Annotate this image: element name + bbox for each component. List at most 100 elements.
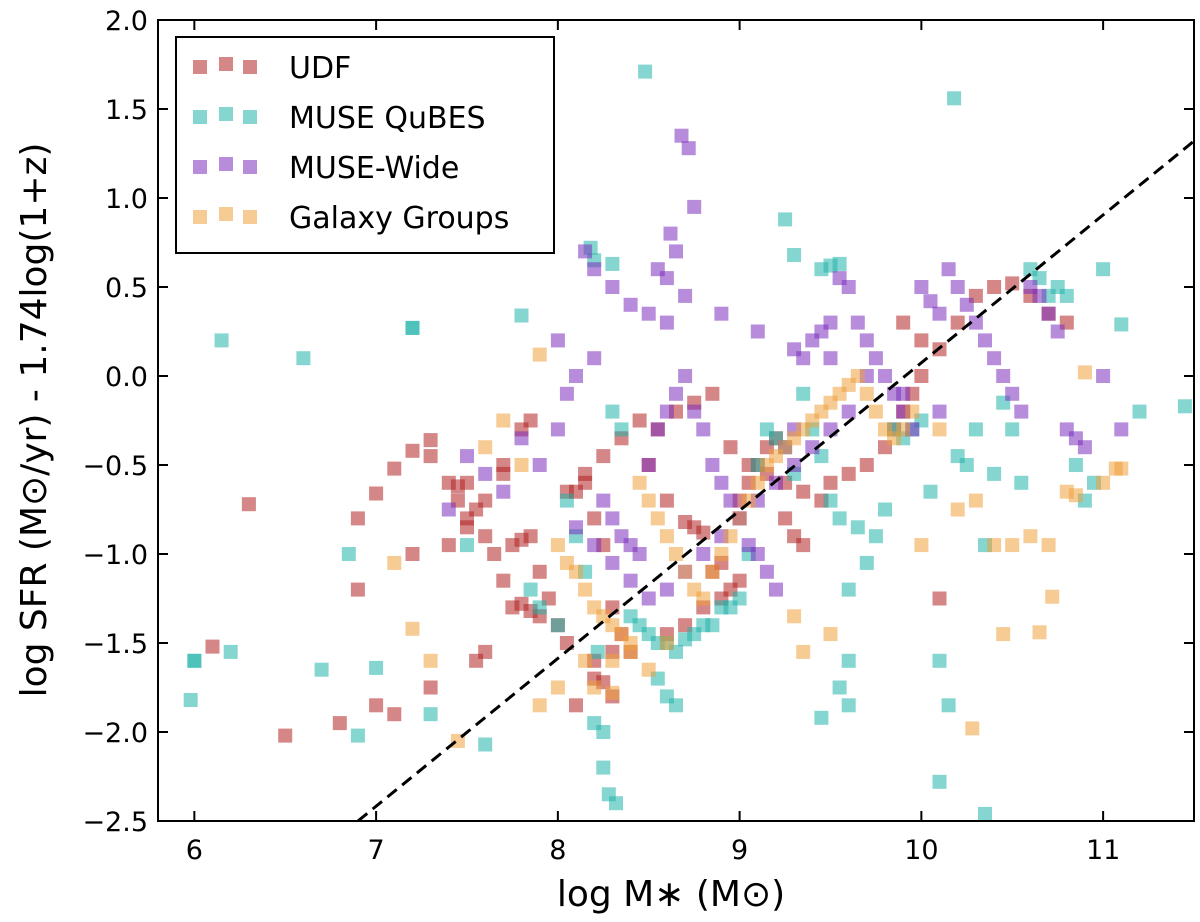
point-galaxy-groups <box>905 404 920 419</box>
point-udf <box>823 475 838 490</box>
point-muse-qubes <box>314 662 329 677</box>
point-udf <box>632 413 647 428</box>
point-muse-wide <box>569 369 583 383</box>
point-muse-wide <box>978 333 992 348</box>
point-muse-wide <box>623 297 638 312</box>
point-muse-qubes <box>460 538 474 553</box>
point-udf <box>705 386 720 401</box>
point-galaxy-groups <box>932 422 947 437</box>
point-udf <box>423 680 438 695</box>
y-tick-label: −1.5 <box>82 629 148 660</box>
point-udf <box>841 466 856 481</box>
legend-marker-muse-wide <box>193 160 207 174</box>
point-muse-wide <box>659 582 674 597</box>
point-muse-wide <box>587 351 602 366</box>
legend-label-muse-qubes: MUSE QuBES <box>289 101 486 136</box>
point-galaxy-groups <box>859 386 874 401</box>
point-galaxy-groups <box>605 685 620 700</box>
point-udf <box>332 716 347 731</box>
point-muse-wide <box>460 449 474 464</box>
point-galaxy-groups <box>659 529 674 544</box>
point-muse-qubes <box>787 248 802 262</box>
point-udf <box>796 484 811 499</box>
point-muse-wide <box>1014 404 1029 419</box>
point-muse-qubes <box>968 422 983 437</box>
point-muse-wide <box>1032 288 1047 303</box>
point-muse-wide <box>841 404 856 419</box>
point-muse-wide <box>650 422 665 437</box>
point-muse-qubes <box>1068 458 1083 472</box>
point-muse-qubes <box>223 644 238 659</box>
point-galaxy-groups <box>550 680 565 695</box>
point-muse-wide <box>987 351 1002 366</box>
point-udf <box>950 315 965 330</box>
point-galaxy-groups <box>514 458 529 472</box>
legend-marker-udf <box>193 60 207 74</box>
point-muse-qubes <box>605 256 620 271</box>
legend-marker-udf <box>243 60 257 74</box>
point-udf <box>523 413 538 428</box>
point-udf <box>696 525 711 540</box>
x-tick-label: 8 <box>549 835 566 866</box>
point-udf <box>496 573 511 588</box>
point-muse-wide <box>550 333 565 348</box>
point-muse-qubes <box>1096 262 1111 277</box>
point-muse-wide <box>705 458 720 472</box>
point-muse-wide <box>669 386 683 401</box>
point-muse-wide <box>641 306 656 321</box>
point-udf <box>278 728 293 743</box>
point-galaxy-groups <box>1068 488 1083 503</box>
point-muse-qubes <box>841 582 856 597</box>
point-udf <box>859 458 874 472</box>
point-muse-qubes <box>832 256 847 271</box>
point-muse-wide <box>641 458 656 472</box>
point-muse-qubes <box>532 600 547 615</box>
point-galaxy-groups <box>714 547 729 561</box>
point-muse-wide <box>750 547 765 561</box>
point-muse-qubes <box>705 618 720 633</box>
point-muse-wide <box>932 306 947 321</box>
point-muse-qubes <box>878 502 892 517</box>
point-muse-wide <box>923 294 938 309</box>
point-muse-wide <box>663 226 678 241</box>
point-udf <box>732 573 747 588</box>
point-muse-qubes <box>814 710 829 725</box>
point-galaxy-groups <box>532 347 547 362</box>
point-muse-wide <box>823 315 838 330</box>
point-muse-qubes <box>1059 288 1074 303</box>
point-udf <box>478 529 493 544</box>
point-galaxy-groups <box>896 422 911 437</box>
point-muse-wide <box>914 280 929 294</box>
point-galaxy-groups <box>965 721 980 736</box>
point-galaxy-groups <box>1032 625 1047 640</box>
point-muse-wide <box>659 404 674 419</box>
fit-line <box>356 139 1194 821</box>
point-muse-wide <box>641 591 656 606</box>
point-muse-wide <box>941 262 956 277</box>
point-udf <box>469 653 484 668</box>
point-muse-wide <box>532 458 547 472</box>
x-tick-label: 6 <box>186 835 203 866</box>
point-muse-qubes <box>832 511 847 526</box>
y-tick-label: −0.5 <box>82 451 148 482</box>
point-galaxy-groups <box>678 564 693 579</box>
point-muse-wide <box>605 280 620 294</box>
legend-box <box>175 36 555 254</box>
point-muse-wide <box>659 271 674 286</box>
point-galaxy-groups <box>705 564 720 579</box>
point-udf <box>914 369 929 383</box>
point-udf <box>723 440 738 455</box>
point-muse-qubes <box>609 796 623 811</box>
point-galaxy-groups <box>750 475 765 490</box>
point-galaxy-groups <box>532 698 547 713</box>
point-muse-qubes <box>1014 475 1029 490</box>
x-axis: 6 7 8 9 10 11 <box>186 20 1120 866</box>
point-galaxy-groups <box>823 627 838 642</box>
point-galaxy-groups <box>641 662 656 677</box>
point-muse-qubes <box>214 333 229 348</box>
x-tick-label: 9 <box>731 835 748 866</box>
point-galaxy-groups <box>405 621 420 636</box>
point-muse-qubes <box>1005 422 1020 437</box>
point-galaxy-groups <box>659 636 674 650</box>
